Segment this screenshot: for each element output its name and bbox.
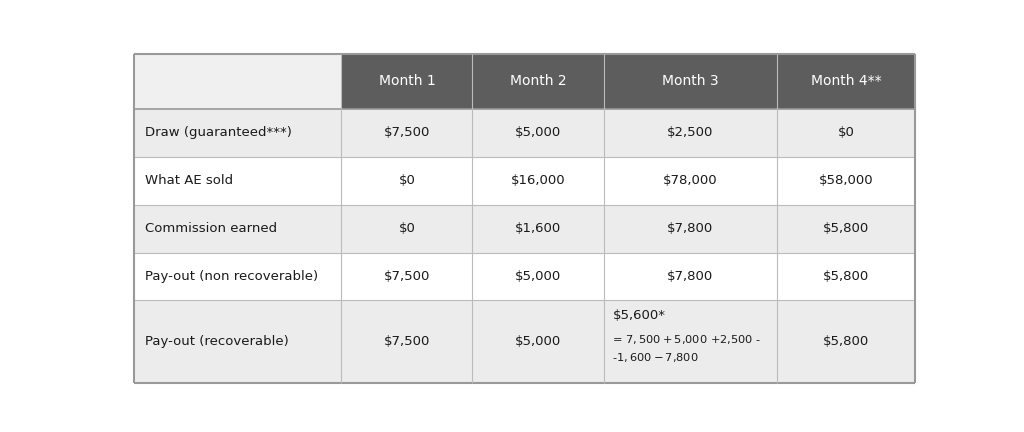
- Bar: [341, 157, 472, 205]
- Bar: [341, 54, 472, 109]
- Text: Month 1: Month 1: [379, 74, 435, 88]
- Bar: [777, 253, 915, 301]
- Bar: [777, 109, 915, 157]
- Text: $5,800: $5,800: [823, 222, 869, 235]
- Text: What AE sold: What AE sold: [144, 174, 232, 187]
- Text: Pay-out (non recoverable): Pay-out (non recoverable): [144, 270, 317, 283]
- Text: $0: $0: [398, 222, 416, 235]
- Bar: [472, 253, 604, 301]
- Bar: [341, 253, 472, 301]
- Bar: [604, 54, 777, 109]
- Bar: [777, 205, 915, 253]
- Text: $5,600*: $5,600*: [612, 309, 666, 322]
- Bar: [134, 109, 341, 157]
- Bar: [472, 54, 604, 109]
- Text: Month 3: Month 3: [663, 74, 719, 88]
- Text: $16,000: $16,000: [511, 174, 565, 187]
- Bar: [472, 109, 604, 157]
- Text: $7,500: $7,500: [384, 126, 430, 140]
- Bar: [604, 253, 777, 301]
- Text: Commission earned: Commission earned: [144, 222, 276, 235]
- Text: $0: $0: [838, 126, 855, 140]
- Text: $1,600: $1,600: [515, 222, 561, 235]
- Text: $5,800: $5,800: [823, 270, 869, 283]
- Text: $58,000: $58,000: [819, 174, 873, 187]
- Bar: [341, 301, 472, 383]
- Bar: [341, 109, 472, 157]
- Bar: [777, 157, 915, 205]
- Text: Month 4**: Month 4**: [811, 74, 882, 88]
- Bar: [134, 54, 341, 109]
- Text: $5,000: $5,000: [515, 126, 561, 140]
- Text: $2,500: $2,500: [668, 126, 714, 140]
- Bar: [134, 205, 341, 253]
- Bar: [472, 205, 604, 253]
- Text: $7,800: $7,800: [668, 270, 714, 283]
- Bar: [472, 157, 604, 205]
- Text: Pay-out (recoverable): Pay-out (recoverable): [144, 335, 289, 348]
- Bar: [341, 205, 472, 253]
- Text: $0: $0: [398, 174, 416, 187]
- Bar: [604, 109, 777, 157]
- Text: = $7,500 + $5,000 +2,500 -
-$1,600 -$7,800: = $7,500 + $5,000 +2,500 - -$1,600 -$7,8…: [612, 333, 762, 364]
- Bar: [604, 301, 777, 383]
- Text: $7,800: $7,800: [668, 222, 714, 235]
- Bar: [777, 301, 915, 383]
- Bar: [134, 301, 341, 383]
- Text: $78,000: $78,000: [663, 174, 718, 187]
- Bar: [472, 301, 604, 383]
- Text: Draw (guaranteed***): Draw (guaranteed***): [144, 126, 292, 140]
- Bar: [134, 157, 341, 205]
- Bar: [134, 253, 341, 301]
- Text: $5,800: $5,800: [823, 335, 869, 348]
- Text: Month 2: Month 2: [510, 74, 566, 88]
- Text: $7,500: $7,500: [384, 335, 430, 348]
- Bar: [604, 157, 777, 205]
- Text: $5,000: $5,000: [515, 270, 561, 283]
- Bar: [604, 205, 777, 253]
- Text: $7,500: $7,500: [384, 270, 430, 283]
- Bar: [777, 54, 915, 109]
- Text: $5,000: $5,000: [515, 335, 561, 348]
